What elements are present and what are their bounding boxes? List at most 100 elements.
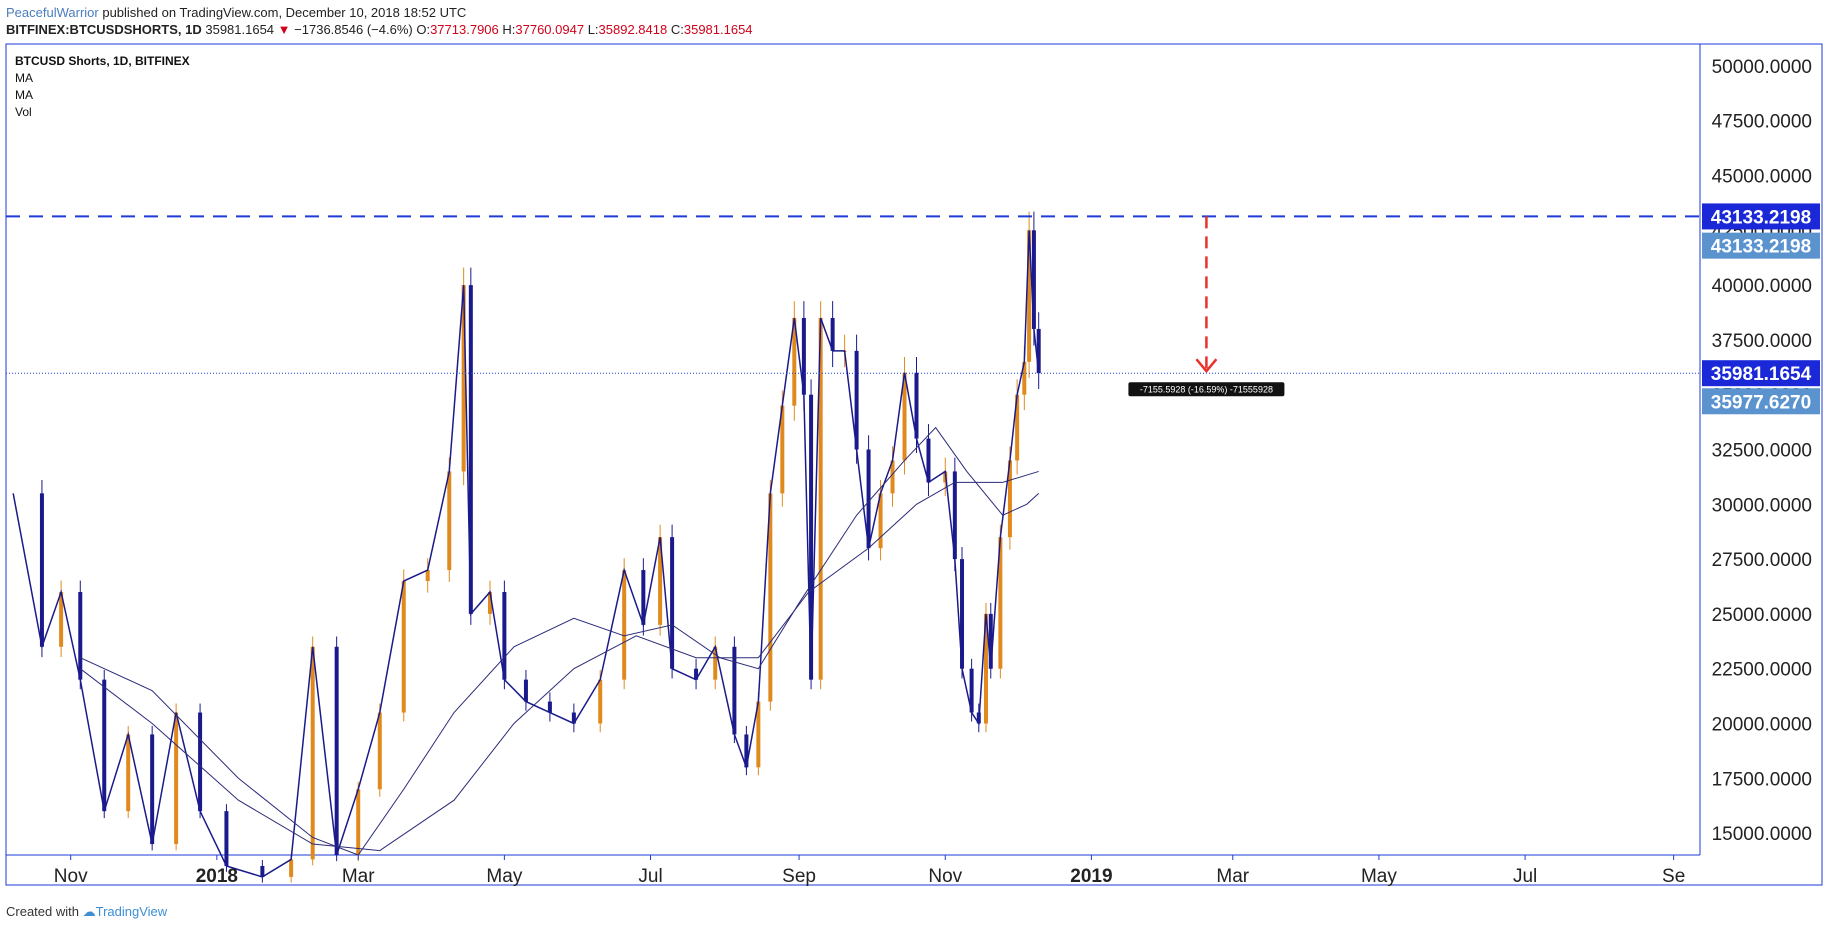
x-tick-label: 2019 [1070,866,1112,887]
y-tick-label: 17500.0000 [1712,769,1812,790]
legend-title: BTCUSD Shorts, 1D, BITFINEX [15,54,190,68]
down-arrow-icon: ▼ [277,22,291,37]
price-tag-label: 35977.6270 [1711,392,1811,413]
ma-slow-line [79,470,1039,852]
candle-body [1015,394,1020,461]
high-label: H: [502,22,516,37]
y-tick-label: 50000.0000 [1712,57,1812,78]
legend-item-ma-1[interactable]: MA [15,71,33,85]
candle-body [78,591,83,680]
candle-body [150,734,155,845]
candle-body [902,372,907,461]
candle-body [260,865,265,877]
candle-body [694,668,699,680]
candle-body [670,537,675,669]
candle-body [1022,361,1027,395]
candle-body [334,646,339,855]
candle-body [641,570,646,625]
candle-body [401,581,406,713]
candle-body [598,679,603,724]
x-tick-label: Jul [1513,866,1537,887]
candle-body [59,591,64,647]
candle-body [756,701,761,768]
high-value: 37760.0947 [515,22,585,37]
candle-body [830,317,835,351]
y-tick-label: 37500.0000 [1712,331,1812,352]
candle-body [658,537,663,625]
author-link[interactable]: PeacefulWarrior [6,5,99,20]
price-tag [1702,360,1820,387]
candle-body [866,449,871,549]
x-tick-label: Se [1662,866,1685,887]
open-value: 37713.7906 [430,22,499,37]
candle-body [39,493,44,647]
y-tick-label: 40000.0000 [1712,276,1812,297]
candle-body [988,613,993,669]
candle-body [523,679,528,702]
published-text: published on TradingView.com, December 1… [102,5,467,20]
measure-label-box [1128,382,1285,397]
y-tick-label: 25000.0000 [1712,605,1812,626]
y-tick-label: 27500.0000 [1712,550,1812,571]
candle-body [377,712,382,790]
candle-body [547,701,552,713]
candle-body [878,493,883,549]
candle-body [310,646,315,860]
price-change: −1736.8546 (−4.6%) [294,22,413,37]
candle-body [732,646,737,735]
symbol-label: BITFINEX:BTCUSDSHORTS, 1D [6,22,202,37]
candle-body [780,405,785,494]
price-tag-label: 43133.2198 [1711,237,1811,258]
low-value: 35892.8418 [598,22,668,37]
time-axis[interactable]: Nov 2018 Mar May Jul Sep Nov 2019 Mar May Jul Se [54,855,1685,887]
y-tick-label: 45000.0000 [1712,167,1812,188]
candle-body [468,285,473,614]
candle-body [198,712,203,812]
chart-border [5,43,1823,886]
x-tick-label: 2018 [196,866,238,887]
candle-body [960,559,965,669]
price-axis[interactable]: 50000.000047500.000045000.000042500.0000… [1702,57,1820,845]
created-with-text: Created with [6,904,79,919]
price-tag-label: 35981.1654 [1711,364,1812,385]
y-tick-label: 30000.0000 [1712,495,1812,516]
candle-body [809,394,814,680]
candle-body [952,471,957,560]
candle-body [289,859,294,877]
candle-body [854,350,859,450]
measure-arrow-head-icon [1195,358,1218,374]
candle-body [744,734,749,768]
price-line [12,230,1040,878]
y-tick-label: 15000.0000 [1712,824,1812,845]
y-tick-label: 22500.0000 [1712,660,1812,681]
candle-body [174,712,179,845]
footer: Created with ☁TradingView [6,904,167,920]
y-tick-label: 47500.0000 [1712,112,1812,133]
x-tick-label: Nov [54,866,88,887]
candle-body [792,317,797,406]
last-price: 35981.1654 [205,22,275,37]
candle-body [801,317,806,395]
candle-body [102,679,107,812]
candle-body [461,285,466,472]
y-tick-label: 32500.0000 [1712,441,1812,462]
tradingview-brand-link[interactable]: TradingView [95,904,168,919]
chart-legend: BTCUSD Shorts, 1D, BITFINEX MA MA Vol [15,53,190,121]
price-tag [1702,388,1820,415]
chart-header: PeacefulWarrior published on TradingView… [6,4,753,38]
candle-body [571,712,576,724]
close-value: 35981.1654 [683,22,753,37]
candle-body [926,438,931,483]
open-label: O: [416,22,431,37]
legend-item-vol[interactable]: Vol [15,105,32,119]
price-tag-label: 43133.2198 [1711,207,1811,228]
candle-body [224,811,229,866]
legend-item-ma-2[interactable]: MA [15,88,33,102]
candle-body [356,789,361,855]
candle-body [768,493,773,702]
x-tick-label: Sep [782,866,816,887]
candle-body [502,591,507,680]
plot-area [12,211,1041,883]
x-tick-label: Mar [342,866,375,887]
